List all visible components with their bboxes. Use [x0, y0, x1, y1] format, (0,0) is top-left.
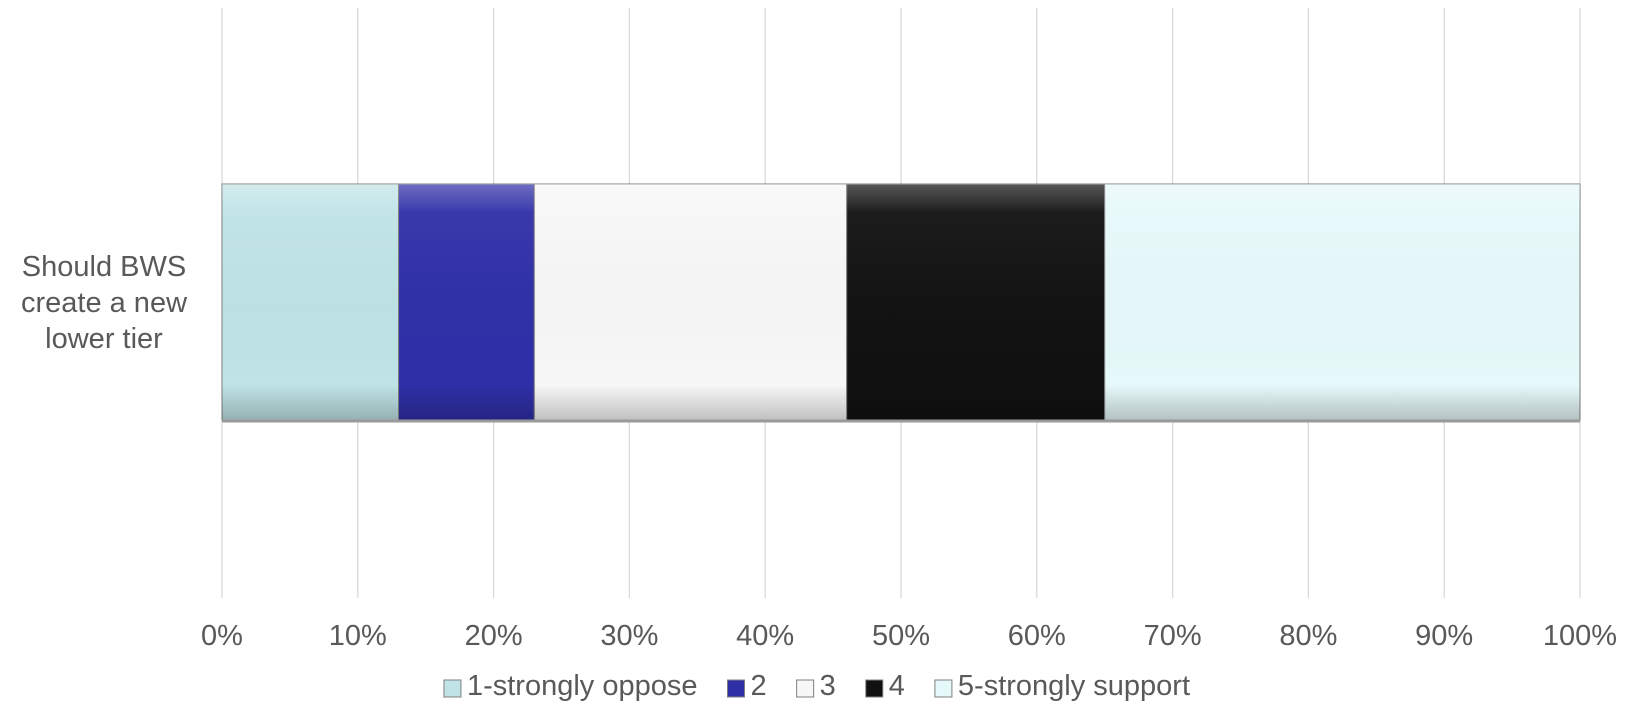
x-tick-label: 40% — [736, 620, 794, 652]
legend-item: 4 — [865, 670, 905, 702]
legend-swatch — [865, 679, 884, 698]
bar-segment — [398, 183, 535, 421]
bar-segment — [221, 183, 400, 421]
legend-swatch — [796, 679, 815, 698]
bar-segment — [1104, 183, 1581, 421]
x-tick-label: 90% — [1415, 620, 1473, 652]
legend-label: 5-strongly support — [958, 670, 1190, 702]
legend-item: 3 — [796, 670, 836, 702]
x-tick-label: 30% — [600, 620, 658, 652]
bar-segment — [533, 183, 848, 421]
x-tick-label: 20% — [465, 620, 523, 652]
legend-label: 3 — [820, 670, 836, 702]
legend-label: 1-strongly oppose — [467, 670, 698, 702]
y-axis-category-labels: Should BWS create a new lower tier — [21, 251, 188, 355]
legend-swatch — [934, 679, 953, 698]
legend-item: 2 — [726, 670, 767, 702]
x-tick-label: 50% — [872, 620, 930, 652]
x-tick-label: 60% — [1008, 620, 1066, 652]
x-tick-label: 10% — [329, 620, 387, 652]
x-tick-label: 100% — [1543, 620, 1617, 652]
x-tick-label: 0% — [201, 620, 243, 652]
bar-segments — [221, 183, 1581, 423]
legend-item: 5-strongly support — [934, 670, 1190, 702]
x-tick-label: 80% — [1279, 620, 1337, 652]
legend-label: 4 — [889, 670, 905, 702]
legend: 1-strongly oppose 2 3 4 5-strongly support — [443, 670, 1190, 702]
legend-item: 1-strongly oppose — [443, 670, 698, 702]
legend-swatch — [443, 679, 462, 698]
legend-swatch — [726, 679, 745, 698]
x-axis-tick-labels: 0% 10% 20% 30% 40% 50% 60% 70% 80% 90% 100% — [201, 620, 1617, 652]
legend-label: 2 — [750, 670, 766, 702]
bar-segment — [846, 183, 1106, 421]
category-label: Should BWS create a new lower tier — [21, 251, 188, 355]
x-tick-label: 70% — [1144, 620, 1202, 652]
